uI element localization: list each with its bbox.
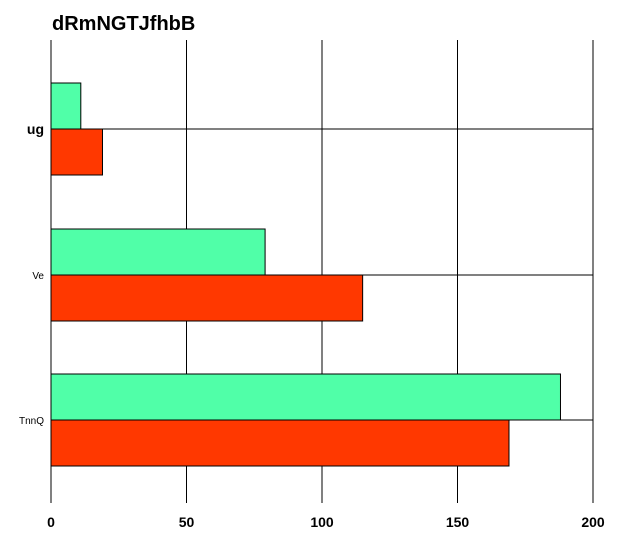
- y-tick-label: TnnQ: [19, 416, 44, 427]
- x-tick-label: 150: [446, 514, 470, 530]
- bar-series-1-TnnQ: [50, 373, 561, 421]
- bar-series-2-TnnQ: [50, 419, 510, 467]
- bars: [50, 82, 561, 467]
- x-tick-label: 200: [581, 514, 605, 530]
- x-tick-label: 100: [310, 514, 334, 530]
- bar-series-1-Ve: [50, 228, 266, 276]
- axes: 0 50 100 150 200 ug Ve TnnQ: [19, 40, 605, 530]
- x-tick-label: 0: [47, 514, 55, 530]
- y-tick-label: ug: [27, 121, 44, 137]
- x-tick-label: 50: [179, 514, 195, 530]
- bar-series-2-ug: [50, 128, 103, 176]
- bar-series-2-Ve: [50, 274, 364, 322]
- y-tick-label: Ve: [32, 271, 44, 282]
- chart-title: dRmNGTJfhbB: [52, 13, 195, 35]
- bar-series-1-ug: [50, 82, 82, 130]
